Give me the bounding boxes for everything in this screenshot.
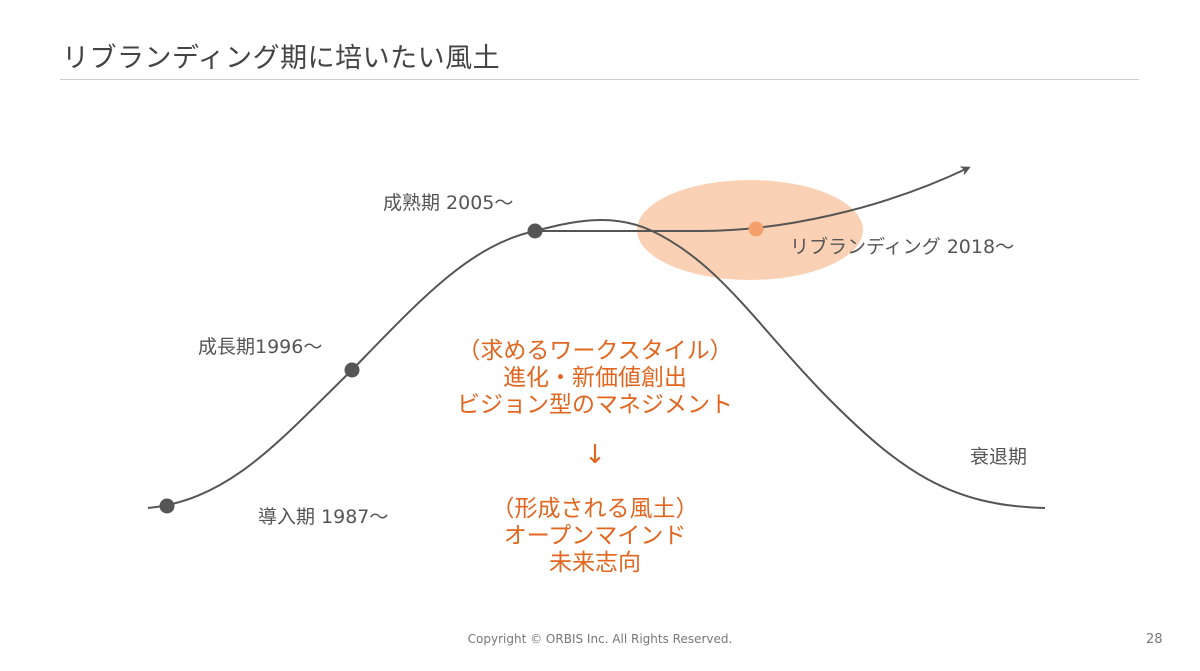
rebranding-point: [748, 221, 764, 237]
growth-point: [344, 362, 360, 378]
maturity-point: [527, 223, 543, 239]
rebranding-label: リブランディング 2018～: [790, 236, 1015, 258]
page-number: 28: [1146, 632, 1163, 647]
climate-line-2: 未来志向: [549, 550, 641, 576]
rebranding-branch: [535, 166, 971, 232]
intro-label: 導入期 1987～: [258, 506, 389, 528]
page-title: リブランディング期に培いたい風土: [62, 43, 501, 74]
climate-heading: （形成される風土）: [491, 496, 699, 522]
copyright-text: Copyright © ORBIS Inc. All Rights Reserv…: [467, 632, 733, 646]
growth-label: 成長期1996～: [198, 336, 323, 358]
down-arrow: ↓: [584, 440, 606, 470]
intro-point: [159, 498, 175, 514]
climate-block: （形成される風土） オープンマインド 未来志向: [420, 496, 770, 577]
workstyle-block: （求めるワークスタイル） 進化・新価値創出 ビジョン型のマネジメント: [420, 338, 770, 419]
title-divider: [60, 79, 1139, 80]
maturity-label: 成熟期 2005～: [383, 192, 514, 214]
workstyle-line-1: 進化・新価値創出: [503, 365, 687, 391]
workstyle-line-2: ビジョン型のマネジメント: [457, 392, 733, 418]
lifecycle-curve: [147, 218, 1046, 509]
climate-line-1: オープンマインド: [503, 523, 687, 549]
decline-label: 衰退期: [970, 446, 1028, 468]
workstyle-heading: （求めるワークスタイル）: [457, 338, 733, 364]
